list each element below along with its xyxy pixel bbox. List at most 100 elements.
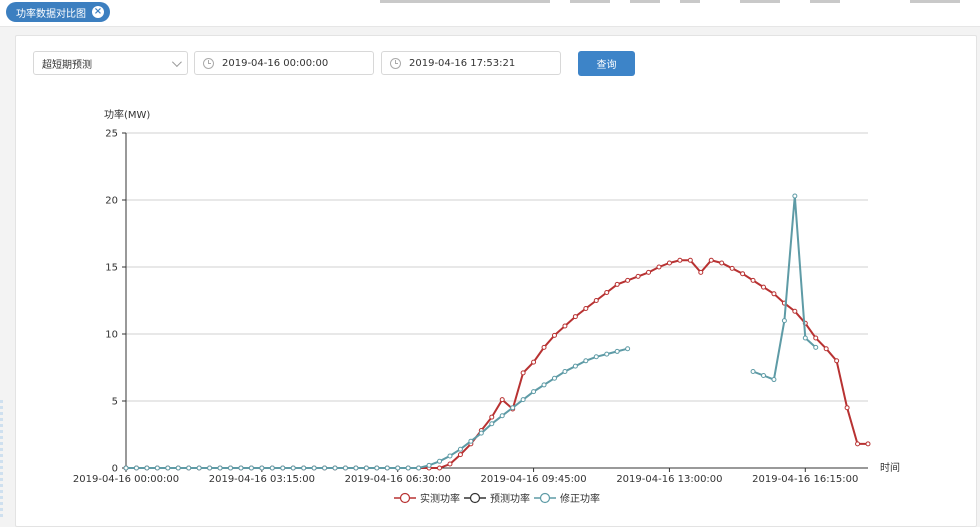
measured-power-point bbox=[760, 284, 766, 290]
measured-power-point bbox=[457, 452, 463, 458]
corrected-power-point bbox=[593, 354, 599, 360]
measured-power-point bbox=[437, 465, 443, 471]
corrected-power-point bbox=[760, 373, 766, 379]
corrected-power-point bbox=[384, 465, 390, 471]
measured-power-point bbox=[729, 265, 735, 271]
corrected-power-point bbox=[186, 465, 192, 471]
corrected-power-point bbox=[311, 465, 317, 471]
corrected-power-point bbox=[322, 465, 328, 471]
measured-power-point bbox=[583, 306, 589, 312]
legend-corrected-power-label[interactable]: 修正功率 bbox=[560, 492, 600, 505]
corrected-power-point bbox=[750, 369, 756, 375]
y-axis-label: 功率(MW) bbox=[104, 108, 150, 121]
y-tick-label: 15 bbox=[105, 263, 118, 274]
corrected-power-point bbox=[781, 318, 787, 324]
measured-power-point bbox=[562, 323, 568, 329]
measured-power-point bbox=[813, 335, 819, 341]
corrected-power-point bbox=[301, 465, 307, 471]
corrected-power-point bbox=[478, 430, 484, 436]
y-tick-label: 25 bbox=[105, 129, 118, 140]
forecast-type-select[interactable]: 超短期预测 bbox=[33, 51, 188, 75]
corrected-power-point bbox=[353, 465, 359, 471]
legend-measured-power-marker bbox=[399, 492, 411, 504]
corrected-power-point bbox=[342, 465, 348, 471]
y-tick-label: 10 bbox=[105, 330, 118, 341]
corrected-power-point bbox=[510, 405, 516, 411]
x-tick-label: 2019-04-16 06:30:00 bbox=[345, 474, 451, 485]
corrected-power-point bbox=[123, 465, 129, 471]
measured-power-point bbox=[614, 281, 620, 287]
measured-power-point bbox=[625, 277, 631, 283]
forecast-type-value: 超短期预测 bbox=[42, 59, 92, 71]
corrected-power-point bbox=[771, 377, 777, 383]
corrected-power-point bbox=[207, 465, 213, 471]
measured-power-line bbox=[126, 259, 868, 469]
corrected-power-point bbox=[133, 465, 139, 471]
clock-icon bbox=[203, 57, 214, 69]
corrected-power-point bbox=[363, 465, 369, 471]
measured-power-point bbox=[677, 257, 683, 263]
measured-power-point bbox=[708, 257, 714, 263]
measured-power-point bbox=[551, 332, 557, 338]
corrected-power-point bbox=[165, 465, 171, 471]
corrected-power-point bbox=[332, 465, 338, 471]
top-toolbar-glyphs bbox=[380, 0, 970, 4]
x-tick-label: 2019-04-16 13:00:00 bbox=[616, 474, 722, 485]
corrected-power-point bbox=[792, 193, 798, 199]
measured-power-point bbox=[792, 308, 798, 314]
y-tick-label: 20 bbox=[105, 196, 118, 207]
corrected-power-point bbox=[541, 382, 547, 388]
x-tick-label: 2019-04-16 09:45:00 bbox=[480, 474, 586, 485]
y-tick-label: 0 bbox=[112, 464, 118, 475]
end-time-value: 2019-04-16 17:53:21 bbox=[409, 57, 516, 69]
corrected-power-line bbox=[126, 347, 628, 469]
corrected-power-point bbox=[551, 375, 557, 381]
corrected-power-point bbox=[374, 465, 380, 471]
corrected-power-point bbox=[416, 465, 422, 471]
corrected-power-point bbox=[196, 465, 202, 471]
corrected-power-point bbox=[248, 465, 254, 471]
corrected-power-point bbox=[217, 465, 223, 471]
corrected-power-point bbox=[604, 351, 610, 357]
measured-power-point bbox=[635, 273, 641, 279]
tab-bar: 功率数据对比图 × bbox=[0, 0, 980, 27]
corrected-power-point bbox=[228, 465, 234, 471]
tab-power-comparison[interactable]: 功率数据对比图 × bbox=[6, 2, 110, 22]
corrected-power-point bbox=[572, 363, 578, 369]
corrected-power-point bbox=[468, 438, 474, 444]
corrected-power-point bbox=[583, 358, 589, 364]
end-time-picker[interactable]: 2019-04-16 17:53:21 bbox=[381, 51, 561, 75]
corrected-power-point bbox=[405, 465, 411, 471]
measured-power-point bbox=[698, 269, 704, 275]
corrected-power-point bbox=[290, 465, 296, 471]
start-time-picker[interactable]: 2019-04-16 00:00:00 bbox=[194, 51, 374, 75]
corrected-power-point bbox=[614, 348, 620, 354]
corrected-power-point bbox=[280, 465, 286, 471]
corrected-power-point bbox=[520, 397, 526, 403]
measured-power-point bbox=[855, 441, 861, 447]
legend-measured-power-label[interactable]: 实测功率 bbox=[420, 492, 460, 505]
measured-power-point bbox=[572, 314, 578, 320]
measured-power-point bbox=[844, 405, 850, 411]
corrected-power-point bbox=[259, 465, 265, 471]
x-tick-label: 2019-04-16 00:00:00 bbox=[73, 474, 179, 485]
measured-power-point bbox=[531, 359, 537, 365]
measured-power-point bbox=[541, 344, 547, 350]
measured-power-point bbox=[687, 257, 693, 263]
query-button[interactable]: 查询 bbox=[578, 51, 635, 76]
measured-power-point bbox=[604, 289, 610, 295]
measured-power-point bbox=[656, 264, 662, 270]
legend-forecast-power-label[interactable]: 预测功率 bbox=[490, 492, 530, 505]
measured-power-point bbox=[823, 346, 829, 352]
measured-power-point bbox=[719, 260, 725, 266]
corrected-power-point bbox=[238, 465, 244, 471]
x-tick-label: 2019-04-16 03:15:00 bbox=[209, 474, 315, 485]
measured-power-point bbox=[489, 414, 495, 420]
close-icon[interactable]: × bbox=[92, 6, 104, 18]
corrected-power-point bbox=[154, 465, 160, 471]
measured-power-point bbox=[447, 461, 453, 467]
measured-power-point bbox=[750, 277, 756, 283]
corrected-power-point bbox=[175, 465, 181, 471]
corrected-power-point bbox=[802, 335, 808, 341]
tab-label: 功率数据对比图 bbox=[16, 8, 86, 20]
